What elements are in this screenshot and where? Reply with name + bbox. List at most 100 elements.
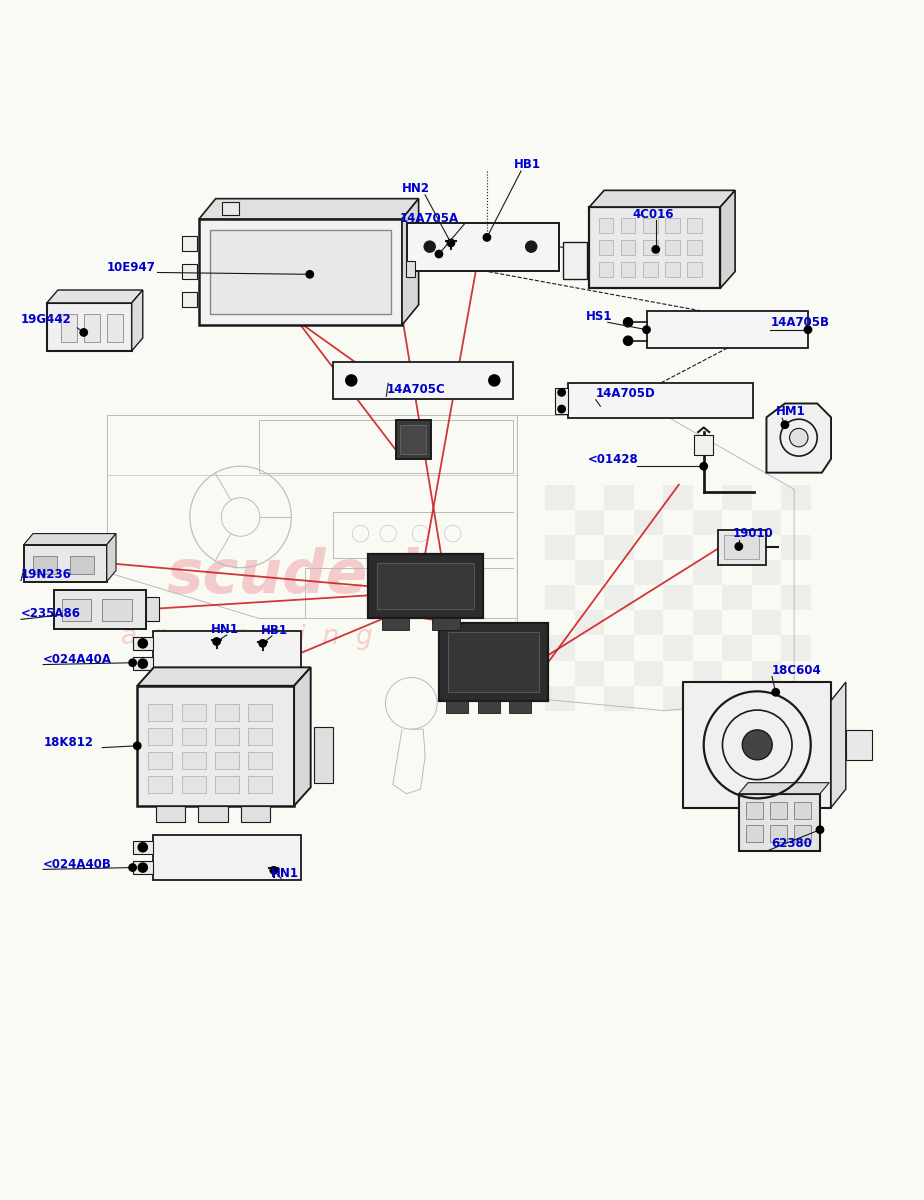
Text: 18K812: 18K812 <box>44 736 94 749</box>
Bar <box>752 611 781 636</box>
Bar <box>314 727 333 782</box>
Bar <box>781 685 810 710</box>
Bar <box>214 728 238 745</box>
Bar <box>133 658 153 670</box>
Circle shape <box>139 638 148 648</box>
Text: HB1: HB1 <box>261 624 288 637</box>
Bar <box>845 730 871 760</box>
Polygon shape <box>767 403 831 473</box>
Bar <box>407 223 559 271</box>
Bar <box>240 805 270 822</box>
Bar <box>739 793 820 851</box>
Bar <box>545 485 575 510</box>
Bar <box>634 510 663 535</box>
Bar <box>107 314 124 342</box>
Bar <box>214 752 238 769</box>
Text: 14A705A: 14A705A <box>399 211 458 224</box>
Bar <box>604 586 634 611</box>
Bar <box>55 590 147 629</box>
Bar <box>47 302 132 350</box>
Circle shape <box>816 826 823 834</box>
Bar <box>687 240 702 254</box>
Bar <box>599 218 614 233</box>
Bar <box>575 660 604 685</box>
Bar <box>604 485 634 510</box>
Bar <box>599 263 614 277</box>
Bar <box>446 702 468 713</box>
Bar <box>663 685 693 710</box>
Bar <box>693 560 723 586</box>
Bar <box>439 623 548 702</box>
Bar <box>621 263 636 277</box>
Bar <box>663 586 693 611</box>
Text: 19G442: 19G442 <box>21 313 72 326</box>
Bar <box>377 563 474 610</box>
Bar <box>214 704 238 721</box>
Bar <box>133 862 153 874</box>
Bar <box>723 636 752 660</box>
Bar <box>687 263 702 277</box>
Circle shape <box>213 638 220 646</box>
Bar <box>210 230 391 314</box>
Bar <box>752 510 781 535</box>
Bar <box>133 637 153 650</box>
Bar <box>153 631 300 676</box>
Bar <box>24 545 107 582</box>
Bar <box>33 556 57 574</box>
Bar <box>723 685 752 710</box>
Polygon shape <box>138 667 310 686</box>
Bar <box>153 835 300 880</box>
Bar <box>545 636 575 660</box>
Text: 14A705C: 14A705C <box>386 383 445 396</box>
Circle shape <box>736 542 743 550</box>
Bar <box>687 218 702 233</box>
Circle shape <box>447 239 455 247</box>
Bar <box>198 805 227 822</box>
Bar <box>181 776 205 793</box>
Polygon shape <box>590 191 736 206</box>
Text: 18C604: 18C604 <box>772 664 821 677</box>
Bar <box>604 535 634 560</box>
Bar <box>333 362 513 398</box>
Bar <box>478 702 500 713</box>
Bar <box>684 682 831 808</box>
Bar <box>149 776 172 793</box>
Polygon shape <box>24 534 116 545</box>
Bar <box>693 660 723 685</box>
Polygon shape <box>831 682 845 808</box>
Bar <box>781 535 810 560</box>
Bar <box>647 311 808 348</box>
Bar <box>634 611 663 636</box>
Bar <box>382 618 409 630</box>
Bar <box>61 314 78 342</box>
Bar <box>621 240 636 254</box>
Bar <box>575 611 604 636</box>
Bar <box>747 802 763 818</box>
Polygon shape <box>47 290 143 302</box>
Polygon shape <box>132 290 143 350</box>
Text: 14A705D: 14A705D <box>596 388 655 400</box>
Bar <box>723 485 752 510</box>
Bar <box>62 599 91 622</box>
Bar <box>643 240 658 254</box>
Circle shape <box>139 863 148 872</box>
Bar <box>781 485 810 510</box>
Text: 10E947: 10E947 <box>107 260 155 274</box>
Text: <024A40B: <024A40B <box>43 858 112 870</box>
Bar <box>568 383 753 419</box>
Circle shape <box>558 406 565 413</box>
Circle shape <box>489 374 500 386</box>
Bar <box>545 586 575 611</box>
Bar <box>406 260 415 277</box>
Circle shape <box>700 462 708 470</box>
Circle shape <box>139 659 148 668</box>
Bar <box>604 685 634 710</box>
Bar <box>70 556 94 574</box>
Bar <box>665 240 680 254</box>
Bar <box>155 805 185 822</box>
Bar <box>248 776 272 793</box>
Bar <box>509 702 531 713</box>
Polygon shape <box>294 667 310 805</box>
Bar <box>723 535 752 560</box>
Bar <box>84 314 101 342</box>
